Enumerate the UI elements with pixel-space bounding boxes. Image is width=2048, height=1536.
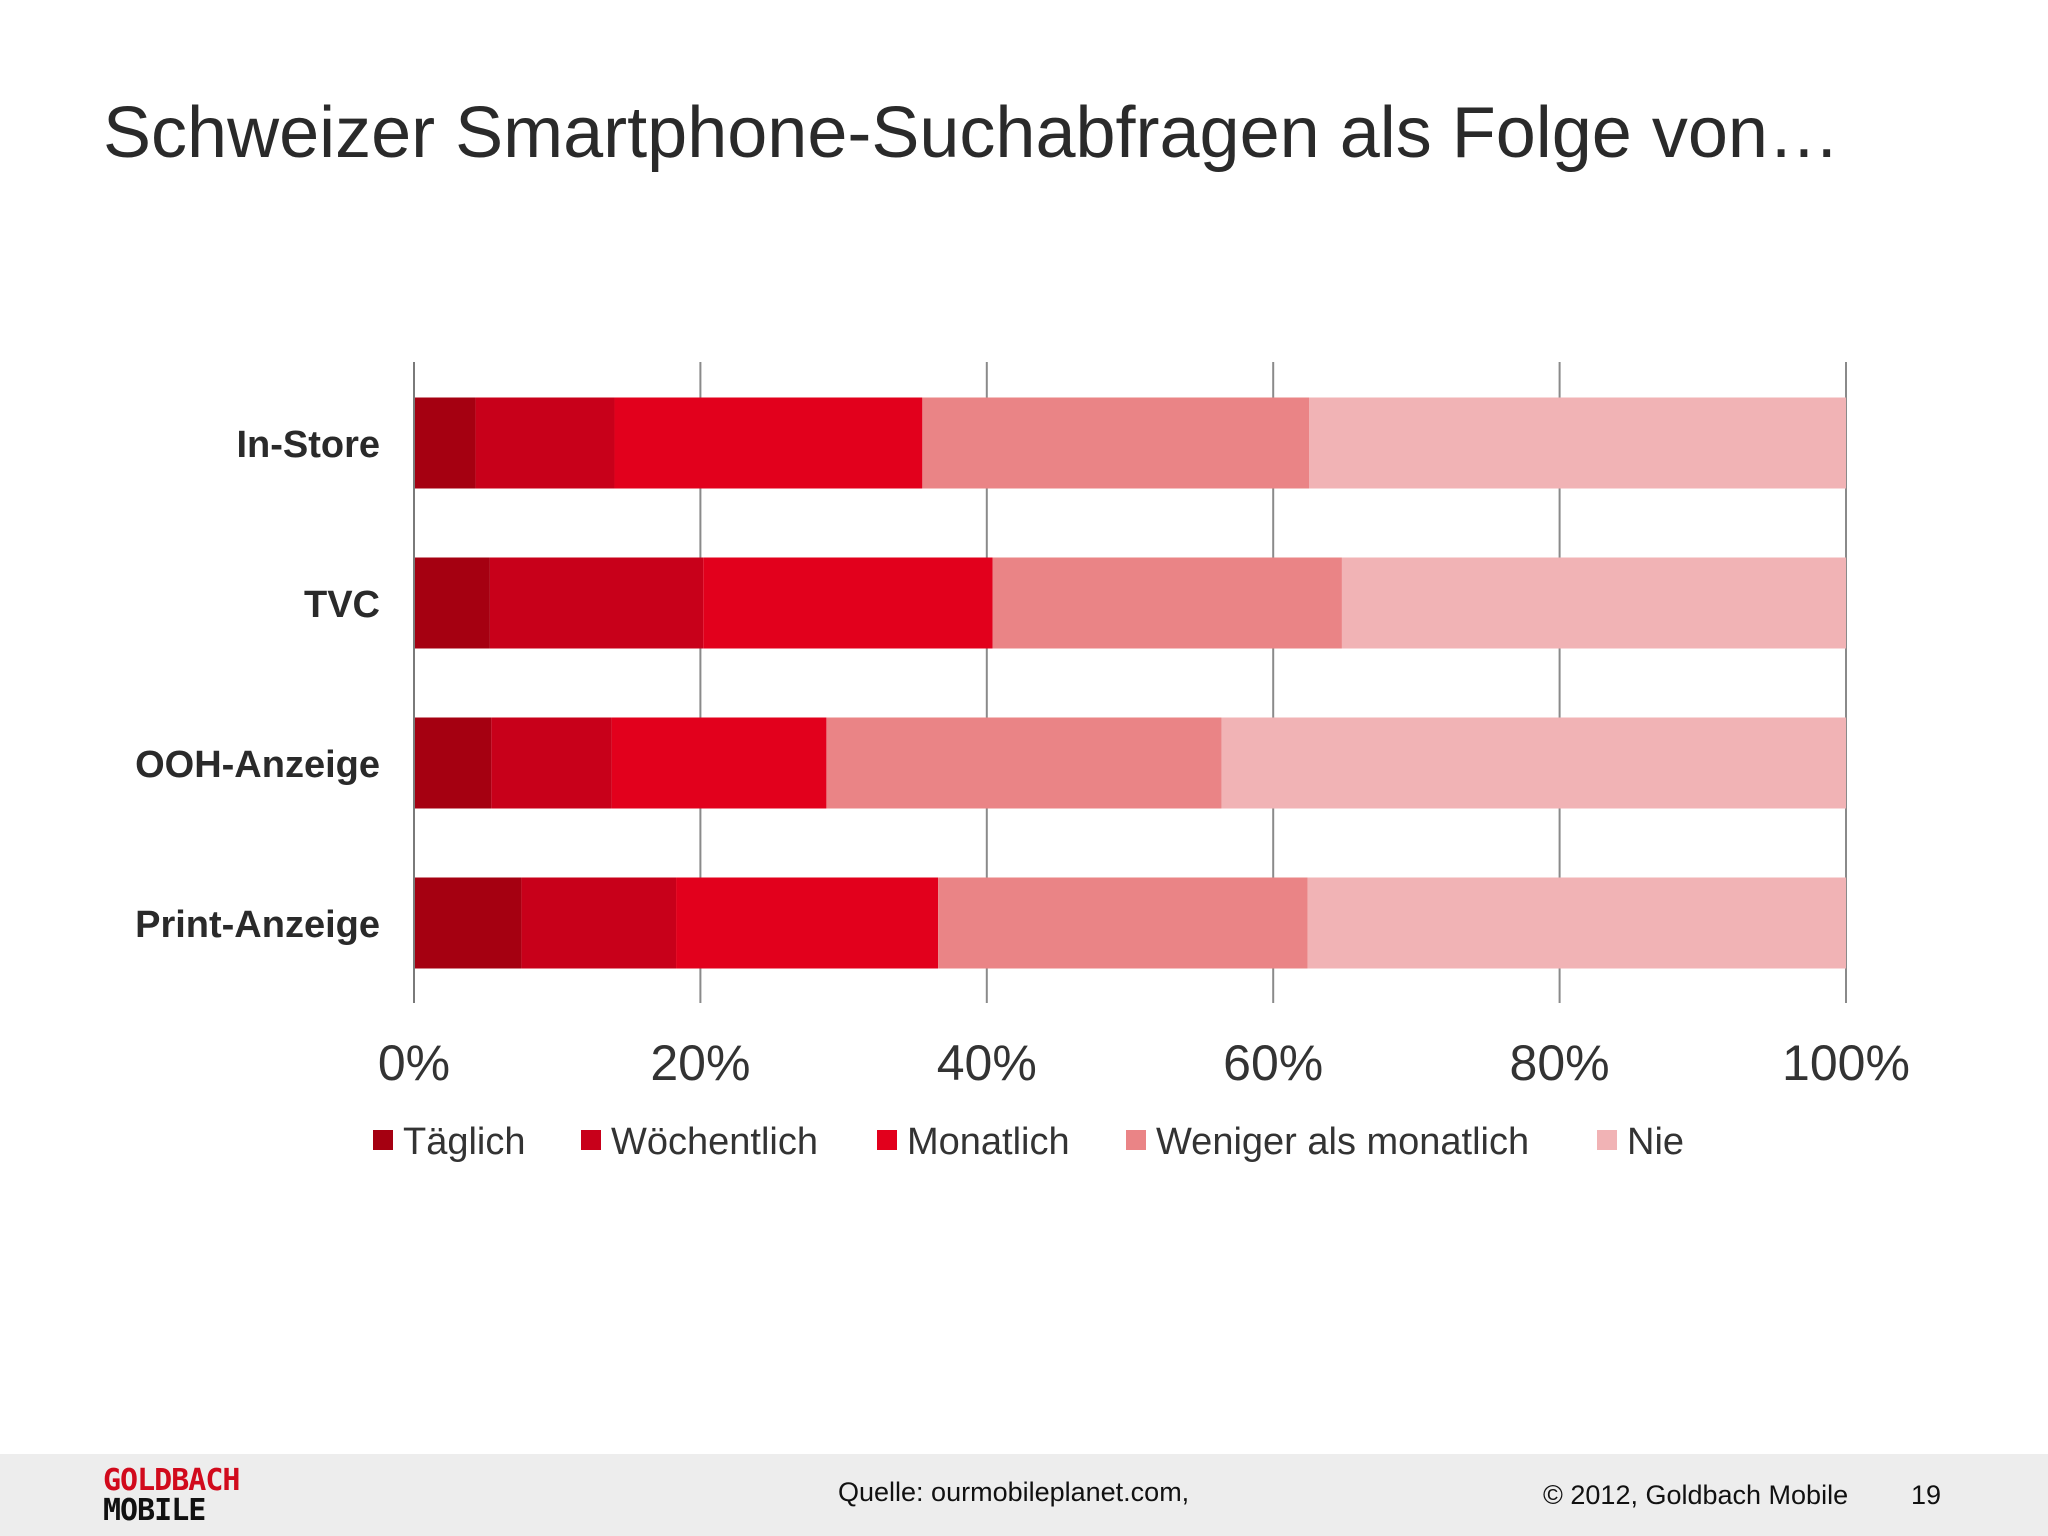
- bar-segment: [1341, 557, 1846, 649]
- x-tick-label: 60%: [1223, 1035, 1323, 1091]
- bar-segment: [922, 397, 1309, 489]
- bar-segment: [992, 557, 1342, 649]
- goldbach-mobile-logo: GOLDBACH MOBILE: [103, 1466, 263, 1526]
- footer-bar: [0, 1454, 2048, 1536]
- logo-text-mobile: MOBILE: [103, 1493, 206, 1528]
- bar-segment: [703, 557, 993, 649]
- bar-segment: [826, 717, 1222, 809]
- copyright-note: © 2012, Goldbach Mobile: [1543, 1480, 1849, 1510]
- legend-swatch: [877, 1130, 897, 1150]
- legend-label: Weniger als monatlich: [1156, 1121, 1529, 1163]
- bar-segment: [938, 877, 1308, 969]
- category-label: TVC: [304, 584, 380, 626]
- legend-swatch: [1126, 1130, 1146, 1150]
- x-tick-label: 100%: [1782, 1035, 1910, 1091]
- bar-segment: [1221, 717, 1846, 809]
- slide-title: Schweizer Smartphone-Suchabfragen als Fo…: [103, 93, 1840, 173]
- legend-label: Monatlich: [907, 1121, 1070, 1163]
- bar-segment: [521, 877, 677, 969]
- x-tick-label: 20%: [650, 1035, 750, 1091]
- bar-segment: [614, 397, 923, 489]
- x-tick-label: 80%: [1510, 1035, 1610, 1091]
- legend-label: Wöchentlich: [611, 1121, 818, 1163]
- bar-segment: [1307, 877, 1846, 969]
- bar-segment: [489, 557, 704, 649]
- legend-label: Täglich: [403, 1121, 526, 1163]
- stacked-bar-chart: 0% 20% 40% 60% 80% 100% In-Store TVC OOH-Anzeige…: [135, 362, 1910, 1163]
- legend-swatch: [373, 1130, 393, 1150]
- bar-segment: [611, 717, 827, 809]
- logo-text-goldbach: GOLDBACH: [103, 1463, 240, 1498]
- x-tick-label: 0%: [378, 1035, 450, 1091]
- bar-segment: [414, 557, 490, 649]
- page-number: 19: [1911, 1480, 1942, 1510]
- legend-swatch: [581, 1130, 601, 1150]
- category-label: In-Store: [236, 424, 380, 466]
- category-label: Print-Anzeige: [135, 904, 380, 946]
- bar-segment: [676, 877, 939, 969]
- bar-segment: [1309, 397, 1846, 489]
- category-label: OOH-Anzeige: [135, 744, 380, 786]
- bar-segment: [475, 397, 615, 489]
- bar-segment: [414, 717, 492, 809]
- source-note: Quelle: ourmobileplanet.com,: [838, 1477, 1190, 1507]
- legend-label: Nie: [1627, 1121, 1684, 1163]
- x-tick-label: 40%: [937, 1035, 1037, 1091]
- bar-segment: [414, 397, 476, 489]
- bar-segment: [491, 717, 612, 809]
- bar-segment: [414, 877, 522, 969]
- legend-swatch: [1597, 1130, 1617, 1150]
